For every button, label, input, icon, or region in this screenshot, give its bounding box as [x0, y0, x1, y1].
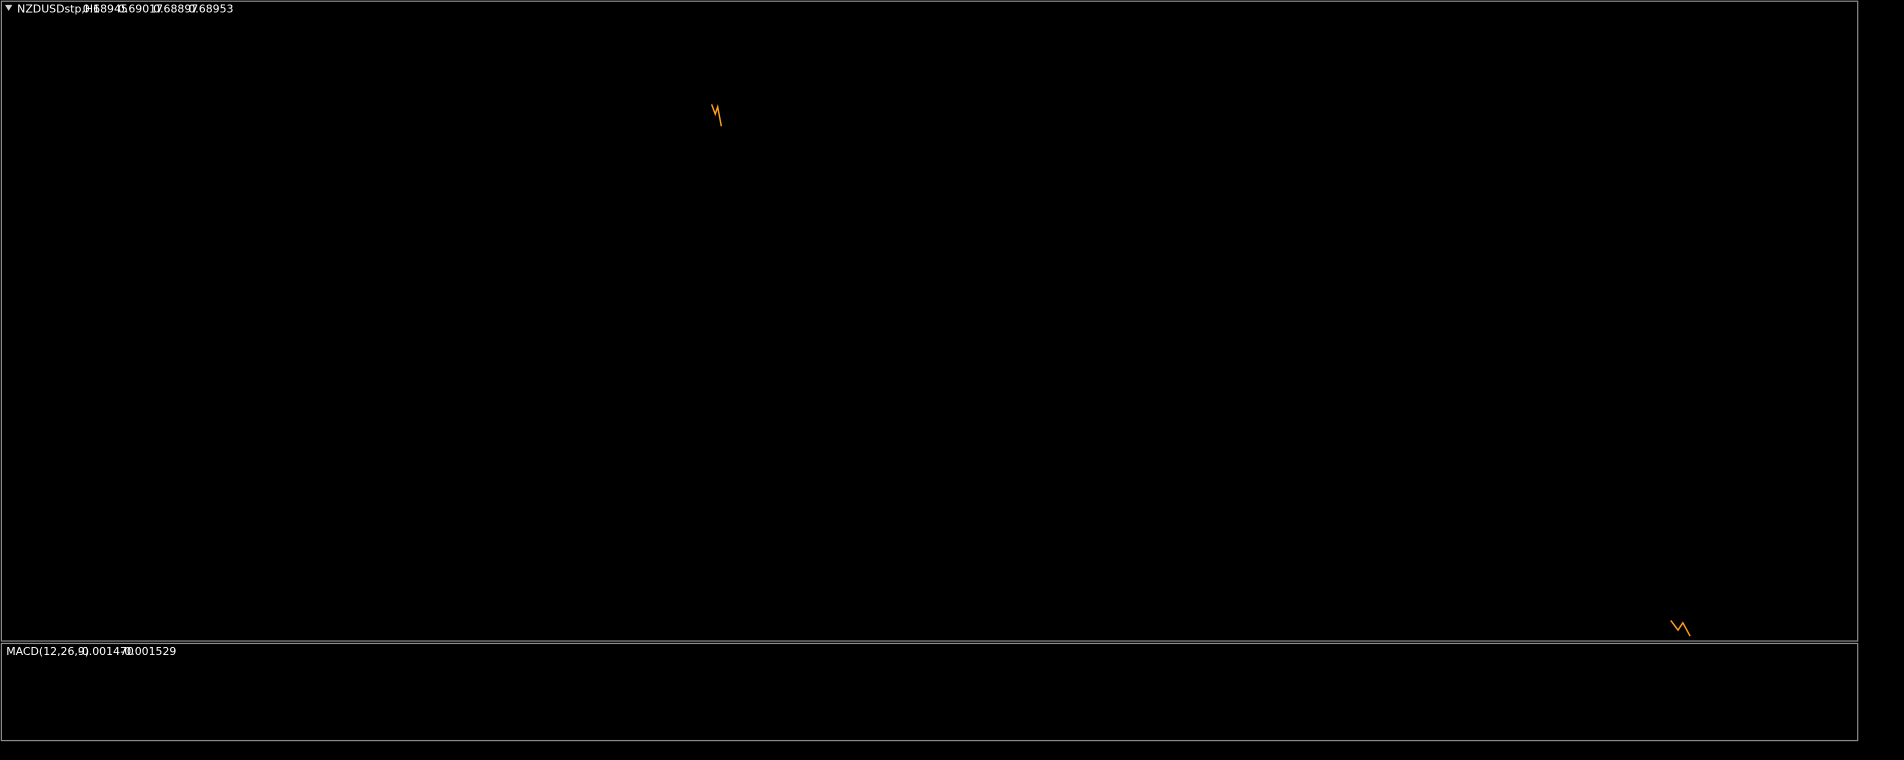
ohlc-open: 0.68945	[83, 3, 128, 16]
ohlc-low: 0.68897	[153, 3, 198, 16]
macd-signal-value: -0.001529	[120, 645, 176, 658]
macd-title: MACD(12,26,9)	[6, 645, 89, 658]
menu-icon[interactable]	[5, 4, 13, 11]
arrow-object	[710, 103, 723, 127]
ohlc-high: 0.69017	[118, 3, 163, 16]
ohlc-close: 0.68953	[188, 3, 233, 16]
price-pane-frame	[0, 0, 1859, 642]
macd-main-value: -0.001470	[78, 645, 134, 658]
macd-pane-frame	[0, 642, 1859, 742]
symbol-title: NZDUSDstp,H1	[17, 3, 100, 16]
arrow-object	[1670, 619, 1691, 637]
